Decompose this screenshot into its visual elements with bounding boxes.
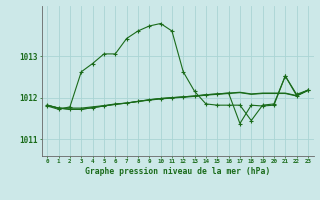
X-axis label: Graphe pression niveau de la mer (hPa): Graphe pression niveau de la mer (hPa) [85,167,270,176]
